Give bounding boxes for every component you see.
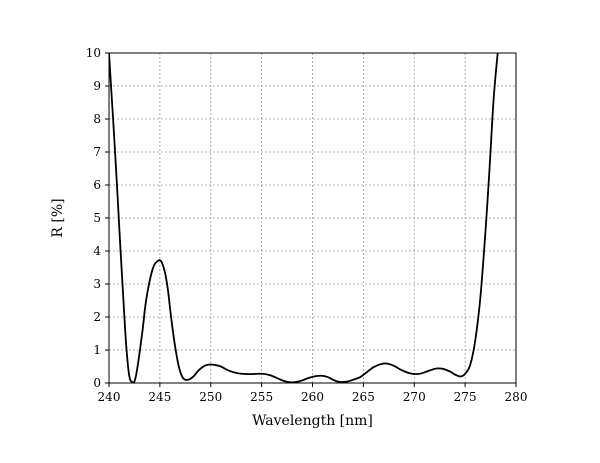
x-tick-label: 245: [148, 390, 171, 404]
plot-frame: [108, 52, 517, 384]
y-tick-label: 4: [93, 244, 101, 258]
y-tick-label: 10: [86, 46, 101, 60]
x-tick-label: 260: [301, 390, 324, 404]
x-tick-label: 240: [98, 390, 121, 404]
y-tick-label: 3: [93, 277, 101, 291]
x-tick-label: 250: [199, 390, 222, 404]
x-tick-label: 255: [250, 390, 273, 404]
y-tick-label: 2: [93, 310, 101, 324]
series-layer: [109, 53, 499, 383]
y-tick-label: 9: [93, 79, 101, 93]
x-tick-label: 280: [505, 390, 528, 404]
y-axis-title: R [%]: [50, 198, 66, 237]
x-axis-title: Wavelength [nm]: [252, 413, 373, 429]
y-tick-label: 6: [93, 178, 101, 192]
y-tick-label: 1: [93, 343, 101, 357]
y-tick-label: 5: [93, 211, 101, 225]
y-tick-label: 8: [93, 112, 101, 126]
x-tick-label: 270: [403, 390, 426, 404]
x-tick-label: 265: [352, 390, 375, 404]
axis-ticks: [105, 52, 517, 387]
x-tick-label: 275: [454, 390, 477, 404]
reflectance-series-line: [109, 53, 499, 383]
tick-labels: 240 245 250 255 260 265 270 275 280 0 1 2 3 4 5 6 7 8 9 10: [86, 46, 528, 404]
y-tick-label: 7: [93, 145, 101, 159]
grid: [109, 53, 516, 383]
y-tick-label: 0: [93, 376, 101, 390]
